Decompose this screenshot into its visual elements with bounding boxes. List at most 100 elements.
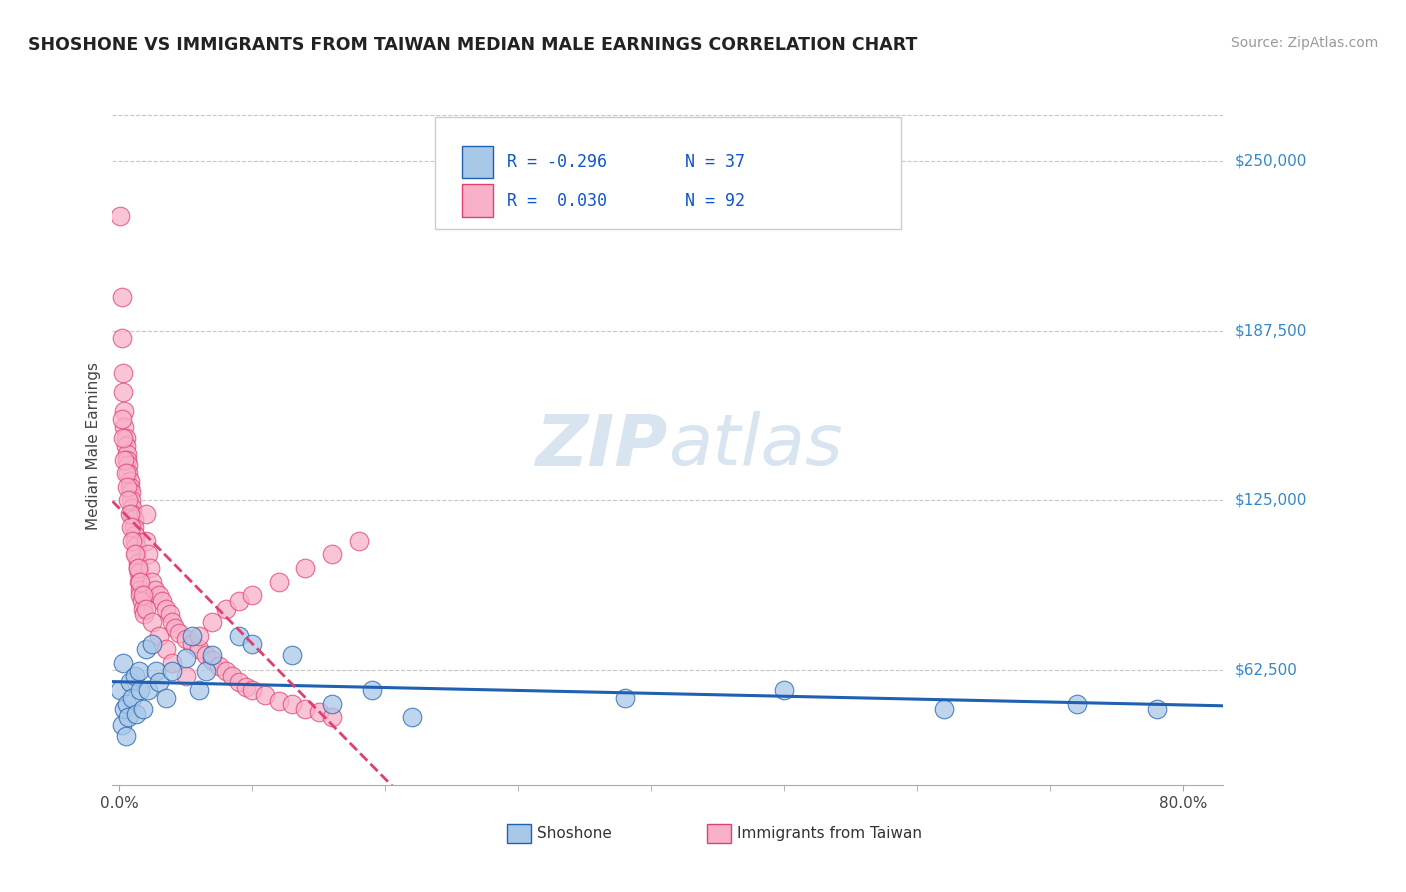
Point — [118, 475, 141, 489]
Point — [132, 601, 155, 615]
Point — [125, 539, 148, 553]
Text: N = 92: N = 92 — [685, 192, 745, 210]
Point — [162, 664, 184, 678]
Point — [932, 702, 955, 716]
Point — [115, 452, 138, 467]
Text: $250,000: $250,000 — [1234, 153, 1306, 169]
Point — [125, 707, 148, 722]
Point — [281, 697, 304, 711]
Point — [228, 674, 250, 689]
Point — [181, 637, 204, 651]
Point — [294, 561, 316, 575]
Point — [138, 548, 160, 562]
Point — [162, 656, 184, 670]
Text: R = -0.296: R = -0.296 — [506, 153, 607, 171]
FancyBboxPatch shape — [434, 117, 901, 229]
Point — [127, 561, 149, 575]
Point — [148, 674, 170, 689]
Point — [110, 683, 132, 698]
Point — [121, 691, 143, 706]
Point — [124, 669, 146, 683]
Point — [131, 593, 153, 607]
Y-axis label: Median Male Earnings: Median Male Earnings — [86, 362, 101, 530]
Point — [1066, 697, 1088, 711]
Point — [129, 582, 152, 597]
Point — [110, 209, 132, 223]
Point — [240, 588, 263, 602]
Point — [115, 697, 138, 711]
Point — [122, 520, 145, 534]
Text: Source: ZipAtlas.com: Source: ZipAtlas.com — [1230, 36, 1378, 50]
Text: Immigrants from Taiwan: Immigrants from Taiwan — [737, 826, 922, 840]
Point — [321, 548, 343, 562]
Text: $187,500: $187,500 — [1234, 323, 1306, 338]
Point — [138, 683, 160, 698]
Point — [111, 330, 134, 344]
Point — [308, 705, 330, 719]
Point — [138, 561, 160, 575]
Point — [125, 548, 148, 562]
Point — [155, 642, 177, 657]
Point — [613, 691, 636, 706]
Point — [174, 632, 197, 646]
Bar — [463, 145, 494, 178]
Point — [141, 615, 163, 630]
Point — [115, 447, 138, 461]
Point — [347, 533, 370, 548]
Point — [187, 642, 209, 657]
Point — [294, 702, 316, 716]
Point — [111, 290, 134, 304]
Point — [121, 501, 143, 516]
Point — [132, 702, 155, 716]
Point — [117, 493, 139, 508]
Point — [114, 466, 136, 480]
Text: N = 37: N = 37 — [685, 153, 745, 171]
Point — [124, 528, 146, 542]
Point — [321, 697, 343, 711]
Point — [148, 588, 170, 602]
Point — [194, 648, 217, 662]
Point — [143, 582, 166, 597]
Point — [111, 412, 134, 426]
Point — [240, 637, 263, 651]
Point — [114, 729, 136, 743]
Point — [112, 384, 135, 399]
Point — [214, 601, 236, 615]
Text: SHOSHONE VS IMMIGRANTS FROM TAIWAN MEDIAN MALE EARNINGS CORRELATION CHART: SHOSHONE VS IMMIGRANTS FROM TAIWAN MEDIA… — [28, 36, 918, 54]
Point — [114, 702, 136, 716]
Point — [235, 681, 257, 695]
Point — [174, 650, 197, 665]
Point — [187, 629, 209, 643]
Point — [124, 548, 146, 562]
Point — [201, 615, 224, 630]
Point — [134, 607, 156, 621]
Point — [150, 593, 173, 607]
Point — [120, 493, 142, 508]
Text: R =  0.030: R = 0.030 — [506, 192, 607, 210]
Point — [121, 533, 143, 548]
Point — [111, 718, 134, 732]
Point — [121, 507, 143, 521]
Point — [114, 452, 136, 467]
Bar — [506, 823, 531, 843]
Point — [141, 574, 163, 589]
Point — [128, 574, 150, 589]
Point — [228, 593, 250, 607]
Point — [117, 458, 139, 472]
Point — [187, 683, 209, 698]
Point — [135, 533, 157, 548]
Point — [155, 601, 177, 615]
Point — [148, 629, 170, 643]
Point — [401, 710, 423, 724]
Point — [162, 615, 184, 630]
Point — [281, 648, 304, 662]
Point — [145, 664, 167, 678]
Bar — [463, 185, 494, 217]
Point — [127, 556, 149, 570]
Point — [118, 674, 141, 689]
Point — [267, 694, 290, 708]
Point — [267, 574, 290, 589]
Point — [118, 507, 141, 521]
Point — [129, 574, 152, 589]
Text: atlas: atlas — [668, 411, 842, 481]
